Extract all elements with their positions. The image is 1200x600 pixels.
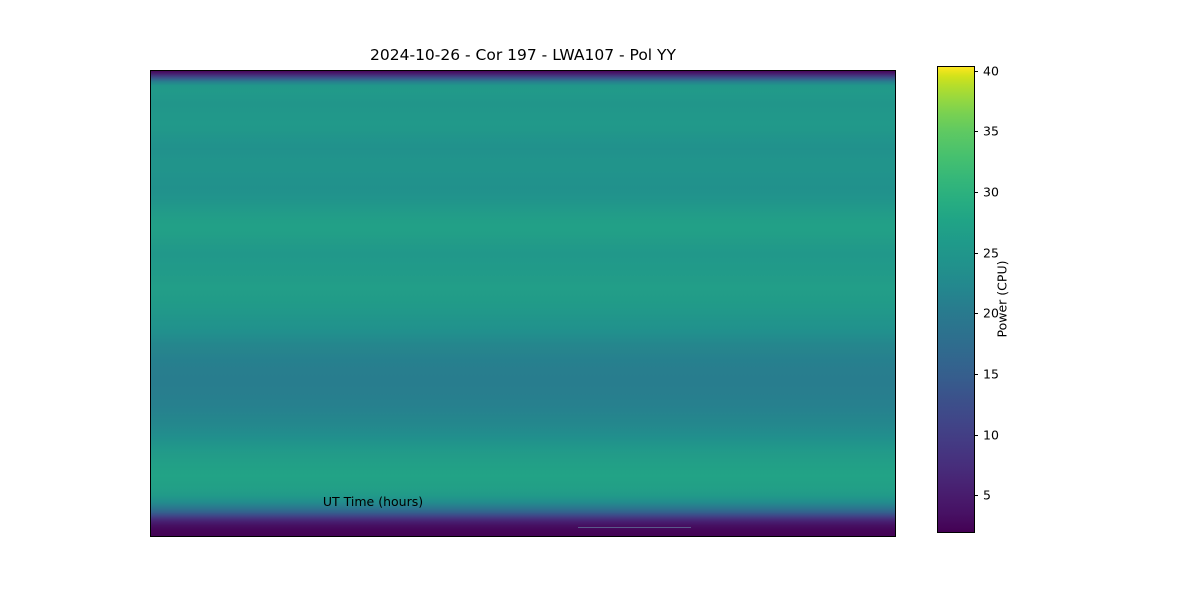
x-axis-major-tick — [522, 536, 523, 537]
spectrogram-streak-artifact — [578, 526, 692, 529]
x-axis-minor-tick — [562, 536, 563, 537]
spectrogram-image — [151, 71, 895, 536]
y-axis-minor-tick — [150, 487, 151, 488]
y-axis-minor-tick — [150, 127, 151, 128]
colorbar-tick — [974, 434, 979, 436]
page-title: 2024-10-26 - Cor 197 - LWA107 - Pol YY — [370, 46, 676, 64]
y-axis-major-tick — [150, 373, 151, 374]
x-axis-minor-tick — [441, 536, 442, 537]
spectrogram-axes[interactable]: 20304050607080 11.812.012.212.412.6 — [150, 70, 896, 537]
y-axis-minor-tick — [150, 340, 151, 341]
y-axis-major-tick — [150, 307, 151, 308]
y-axis-major-tick — [150, 504, 151, 505]
x-axis-minor-tick — [724, 536, 725, 537]
x-axis-minor-tick — [522, 536, 523, 537]
x-axis-minor-tick — [159, 536, 160, 537]
x-axis-minor-tick — [643, 536, 644, 537]
x-axis-major-tick — [361, 536, 362, 537]
x-axis-minor-tick — [199, 536, 200, 537]
colorbar-tick-label: 20 — [983, 305, 999, 321]
x-axis-minor-tick — [482, 536, 483, 537]
y-axis-minor-tick — [150, 520, 151, 521]
colorbar-tick-label: 35 — [983, 123, 999, 139]
y-axis-major-tick — [150, 438, 151, 439]
spectrogram-gradient — [151, 71, 895, 536]
x-axis-minor-tick — [804, 536, 805, 537]
x-axis-minor-tick — [320, 536, 321, 537]
x-axis-minor-tick — [845, 536, 846, 537]
y-axis-minor-tick — [150, 455, 151, 456]
x-axis-minor-tick — [885, 536, 886, 537]
y-axis-major-tick — [150, 242, 151, 243]
y-axis-minor-tick — [150, 78, 151, 79]
x-axis-minor-tick — [280, 536, 281, 537]
x-axis-major-tick — [683, 536, 684, 537]
y-axis-minor-tick — [150, 291, 151, 292]
colorbar-tick-label: 30 — [983, 184, 999, 200]
colorbar-tick-label: 25 — [983, 245, 999, 261]
y-axis-minor-tick — [150, 471, 151, 472]
colorbar-tick-label: 15 — [983, 366, 999, 382]
y-axis-minor-tick — [150, 324, 151, 325]
x-axis-minor-tick — [401, 536, 402, 537]
y-axis-minor-tick — [150, 274, 151, 275]
colorbar-tick — [974, 191, 979, 194]
x-axis-major-tick — [845, 536, 846, 537]
colorbar-tick — [974, 70, 979, 72]
y-axis-major-tick — [150, 110, 151, 111]
x-axis-minor-tick — [240, 536, 241, 537]
colorbar-tick — [974, 313, 979, 315]
y-axis-minor-tick — [150, 192, 151, 193]
colorbar-tick-label: 40 — [983, 63, 999, 79]
colorbar-label: Power (CPU) — [994, 260, 1010, 338]
y-axis-minor-tick — [150, 356, 151, 357]
y-axis-minor-tick — [150, 160, 151, 161]
colorbar-tick — [974, 131, 979, 133]
y-axis-minor-tick — [150, 225, 151, 226]
colorbar-gradient — [938, 67, 974, 532]
x-axis-major-tick — [199, 536, 200, 537]
x-axis-minor-tick — [361, 536, 362, 537]
colorbar-axes[interactable]: 5 10 15 20 25 30 35 40 — [937, 63, 999, 533]
x-axis-minor-tick — [683, 536, 684, 537]
y-axis-minor-tick — [150, 258, 151, 259]
y-axis-minor-tick — [150, 406, 151, 407]
colorbar-tick-label: 10 — [983, 427, 999, 443]
y-axis-minor-tick — [150, 422, 151, 423]
x-axis-minor-tick — [764, 536, 765, 537]
x-axis-minor-tick — [603, 536, 604, 537]
colorbar-tick — [974, 495, 979, 497]
colorbar-tick — [974, 252, 979, 254]
y-axis-major-tick — [150, 176, 151, 177]
y-axis-minor-tick — [150, 94, 151, 95]
x-axis-label: UT Time (hours) — [322, 494, 424, 509]
y-axis-minor-tick — [150, 389, 151, 390]
y-axis-minor-tick — [150, 143, 151, 144]
colorbar-tick — [974, 373, 979, 375]
colorbar-tick-label: 5 — [983, 487, 991, 503]
y-axis-minor-tick — [150, 209, 151, 210]
